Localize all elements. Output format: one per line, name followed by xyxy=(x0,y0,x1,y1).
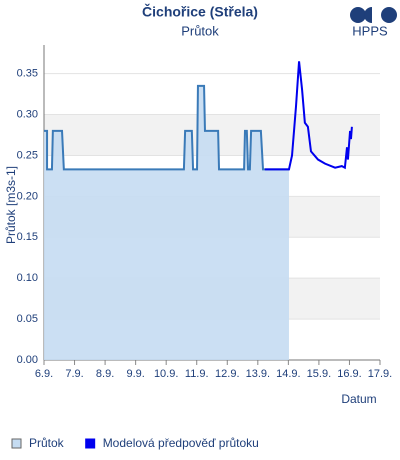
y-tick-label: 0.10 xyxy=(17,272,38,284)
legend-label: Průtok xyxy=(29,436,65,450)
line xyxy=(44,84,289,171)
x-axis-label: Datum xyxy=(341,392,376,406)
y-tick-label: 0.35 xyxy=(17,68,38,80)
y-tick-label: 0.05 xyxy=(17,313,38,325)
logo-text: HPPS xyxy=(352,23,388,38)
logo: HPPS xyxy=(350,7,397,38)
x-tick-label: 14.9. xyxy=(276,368,300,380)
area xyxy=(44,85,289,360)
x-tick-label: 13.9. xyxy=(246,368,270,380)
y-tick-label: 0.30 xyxy=(17,108,38,120)
y-tick-label: 0.15 xyxy=(17,231,38,243)
x-tick-label: 7.9. xyxy=(65,368,83,380)
y-tick-label: 0.20 xyxy=(17,190,38,202)
x-tick-label: 16.9. xyxy=(337,368,361,380)
x-tick-label: 12.9. xyxy=(215,368,239,380)
chart-title: Čichořice (Střela) xyxy=(142,3,258,20)
legend-swatch xyxy=(85,438,96,449)
legend-swatch xyxy=(11,438,22,449)
y-axis-label: Průtok [m3s-1] xyxy=(4,166,18,244)
line xyxy=(264,61,353,171)
x-tick-label: 11.9. xyxy=(185,368,209,380)
x-tick-label: 10.9. xyxy=(154,368,178,380)
x-tick-label: 15.9. xyxy=(307,368,331,380)
y-tick-label: 0.00 xyxy=(17,354,38,366)
y-tick-label: 0.25 xyxy=(17,149,38,161)
x-tick-label: 6.9. xyxy=(35,368,53,380)
x-tick-label: 17.9. xyxy=(368,368,392,380)
x-tick-label: 8.9. xyxy=(96,368,114,380)
x-tick-label: 9.9. xyxy=(126,368,144,380)
chart-subtitle: Průtok xyxy=(181,23,219,38)
legend-label: Modelová předpověď průtoku xyxy=(103,436,259,450)
